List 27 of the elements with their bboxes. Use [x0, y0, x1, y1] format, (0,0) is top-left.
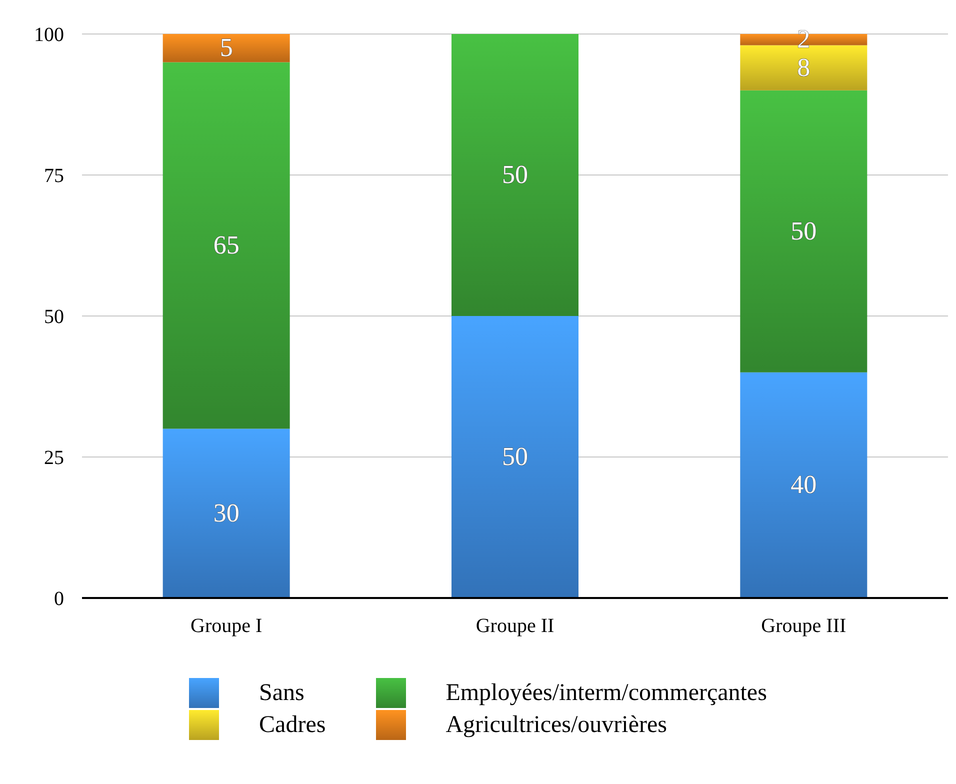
y-tick-label: 50 — [44, 306, 64, 328]
data-label: 5 — [220, 33, 233, 62]
bar — [162, 34, 290, 62]
data-label: 30 — [213, 498, 240, 528]
legend-label: Employées/interm/commerçantes — [446, 680, 767, 706]
bar — [451, 34, 578, 316]
legend-label: Agricultrices/ouvrières — [446, 712, 667, 738]
bar — [162, 428, 290, 598]
y-tick-label: 75 — [44, 165, 64, 188]
data-label: 50 — [790, 216, 817, 246]
x-tick-label: Groupe I — [190, 615, 262, 638]
data-label: 8 — [797, 52, 810, 82]
data-label: 40 — [790, 470, 817, 500]
y-tick-label: 100 — [34, 24, 64, 46]
y-tick-label: 25 — [44, 447, 64, 470]
x-tick-label: Groupe III — [761, 615, 846, 638]
legend-label: Cadres — [259, 712, 326, 738]
legend-label: Sans — [259, 680, 304, 706]
bar — [740, 372, 868, 598]
data-label: 65 — [213, 230, 240, 260]
data-label: 50 — [502, 160, 528, 189]
bar — [162, 62, 290, 429]
data-label: 50 — [502, 442, 528, 471]
bar — [451, 316, 578, 598]
x-tick-label: Groupe II — [476, 615, 554, 638]
y-tick-label: 0 — [54, 588, 64, 610]
bar — [740, 90, 868, 372]
